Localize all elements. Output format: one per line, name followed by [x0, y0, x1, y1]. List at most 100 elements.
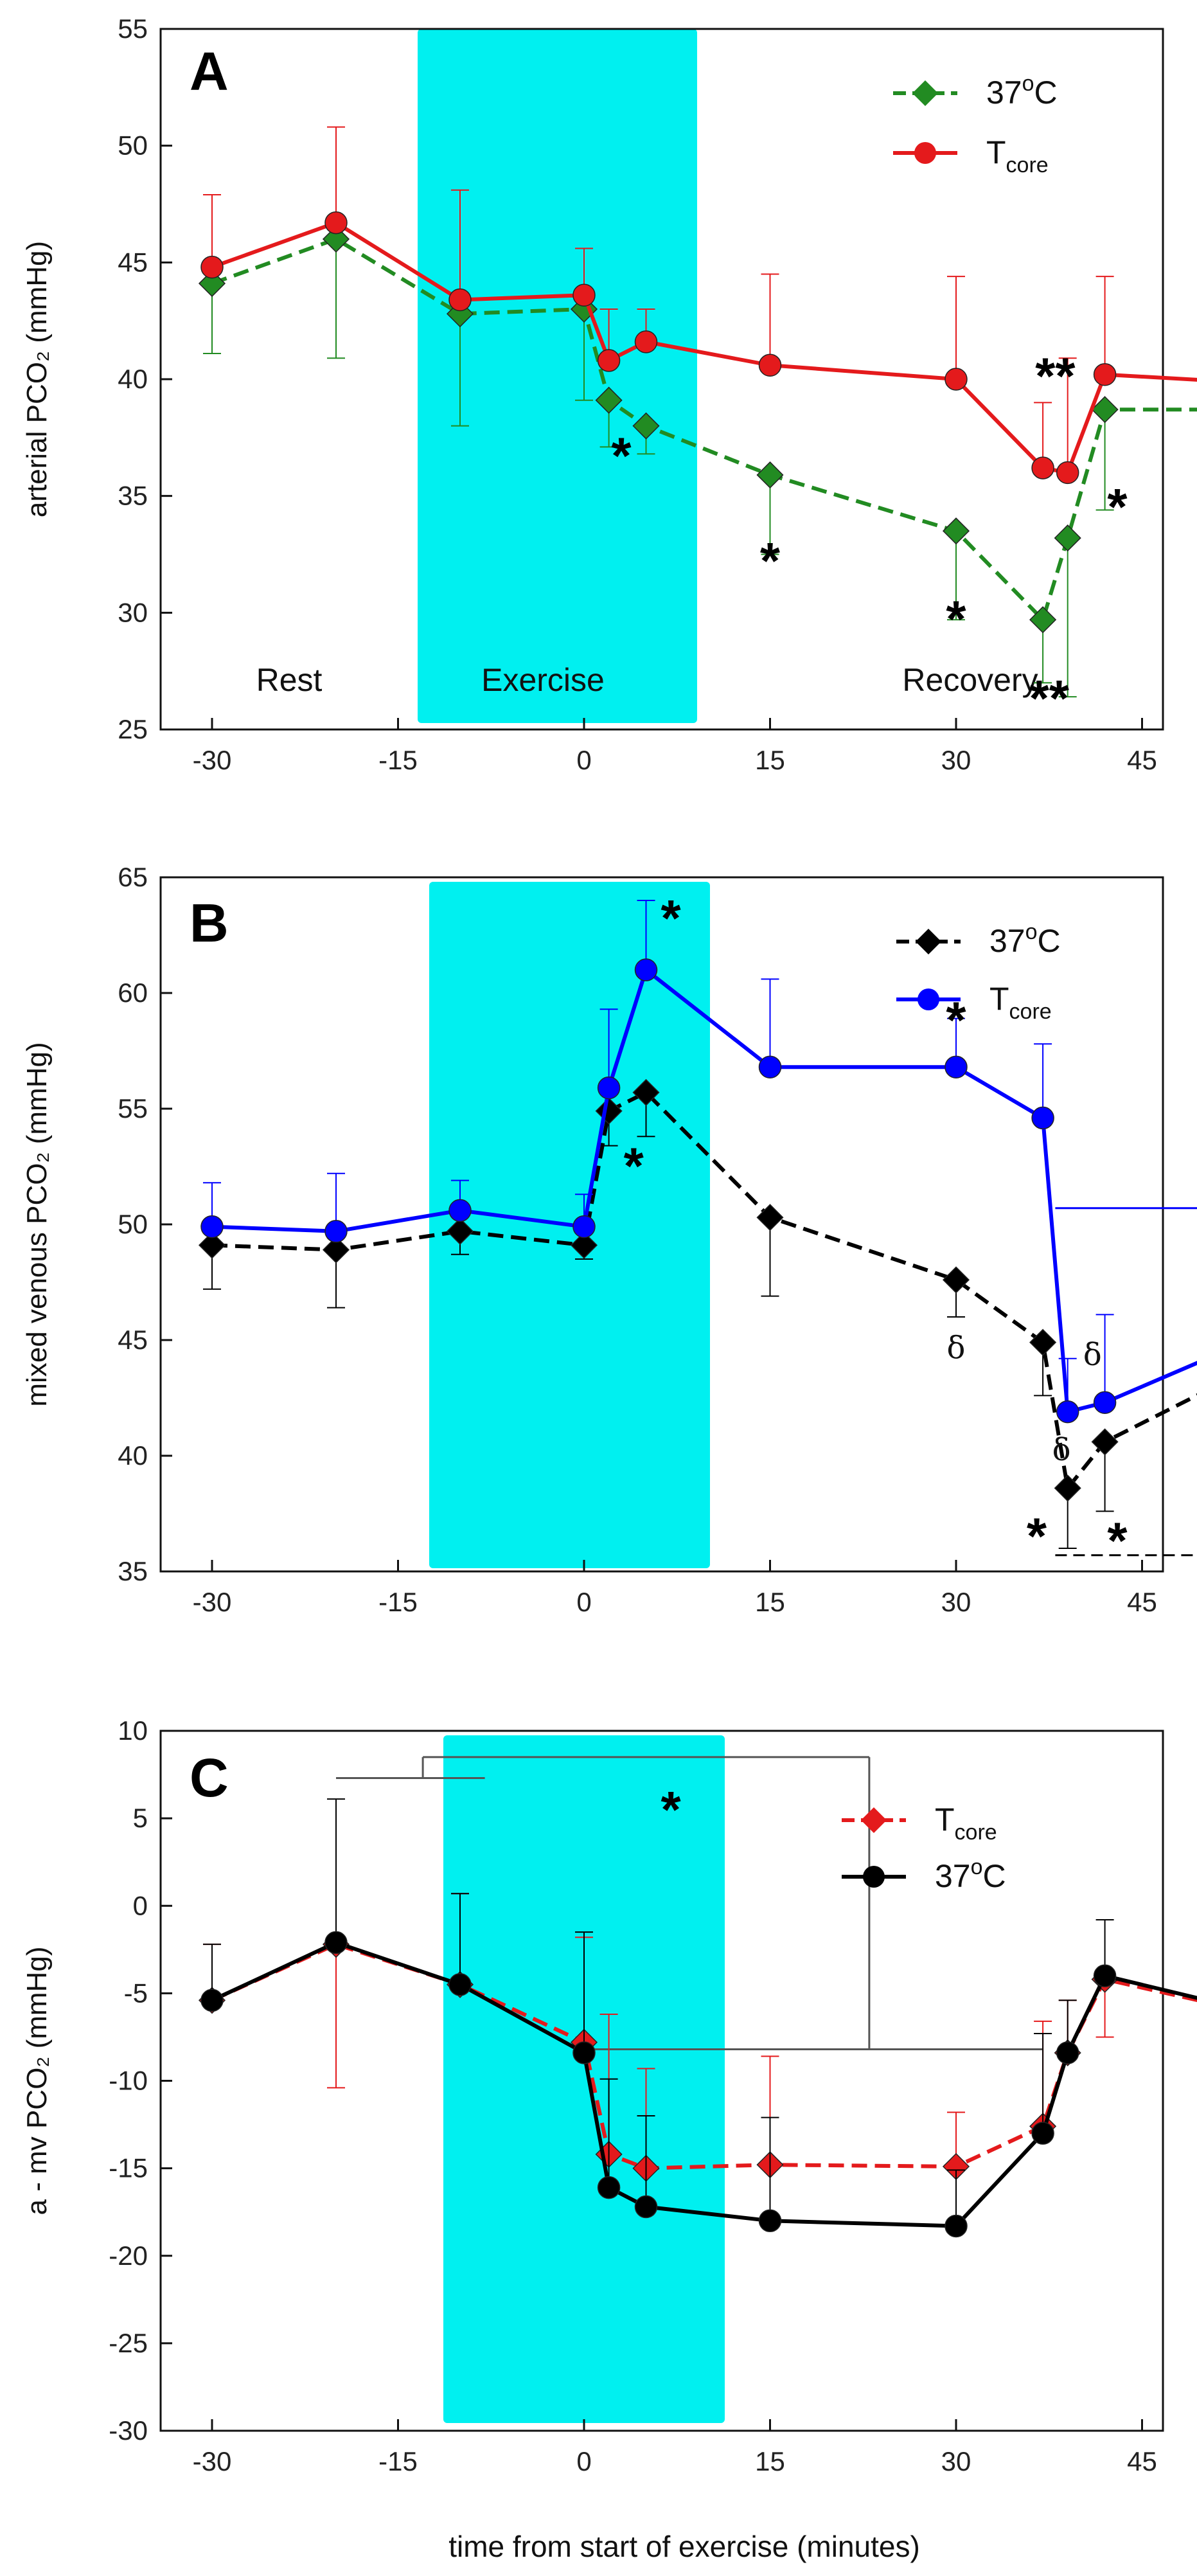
x-tick-label: 0 [576, 1587, 591, 1617]
data-point [597, 349, 621, 372]
exercise-band [418, 29, 697, 723]
legend-marker [914, 142, 936, 164]
x-tick-label: 45 [1127, 2446, 1157, 2476]
legend-label: Tcore [986, 134, 1049, 177]
data-point [324, 1931, 348, 1954]
y-tick-label: 55 [118, 13, 148, 44]
y-tick-label: -25 [109, 2328, 148, 2358]
significance-star: * [1027, 1507, 1047, 1564]
panel-label: A [190, 41, 229, 102]
series-line [211, 237, 1197, 623]
significance-bracket [336, 1756, 1043, 2050]
significance-star: * [661, 1781, 682, 1838]
x-tick-label: -15 [378, 745, 418, 775]
y-tick-label: 10 [118, 1715, 148, 1746]
data-point [322, 1236, 350, 1264]
x-tick-label: 0 [576, 745, 591, 775]
data-point [1029, 606, 1057, 634]
x-tick-label: -30 [193, 1587, 232, 1617]
legend: 37oC Tcore [893, 71, 1058, 177]
y-tick-label: 45 [118, 1325, 148, 1355]
data-point [1093, 362, 1117, 386]
y-tick-label: -15 [109, 2153, 148, 2183]
data-point [1029, 1328, 1057, 1356]
data-point [942, 517, 970, 545]
y-tick-label: 35 [118, 481, 148, 511]
data-point [572, 1215, 596, 1239]
annotation-symbol: δ [1083, 1337, 1102, 1373]
data-point [324, 211, 348, 235]
legend-marker [861, 1807, 887, 1833]
data-point [632, 412, 660, 440]
legend-label: 37oC [935, 1855, 1006, 1894]
data-point [198, 1231, 226, 1259]
data-point [1093, 1391, 1117, 1414]
data-point [1031, 2122, 1054, 2145]
annotation-symbol: δ [947, 1330, 966, 1366]
data-point [322, 225, 350, 253]
data-point [942, 1266, 970, 1294]
annotation-symbol: δ [1052, 1432, 1071, 1468]
series-tcore [200, 126, 1197, 485]
data-point [944, 1055, 968, 1078]
y-tick-label: -5 [124, 1978, 148, 2008]
data-point [570, 1231, 598, 1259]
panel-label: B [190, 893, 229, 953]
legend-label: 37oC [989, 920, 1061, 959]
data-point [198, 269, 226, 298]
panel-c: -30-25-20-15-10-50510-30-150153045607590… [21, 1715, 1197, 2476]
data-point [1056, 2041, 1079, 2064]
legend-label: 37oC [986, 71, 1058, 111]
significance-star: * [624, 1137, 644, 1194]
data-point [200, 1215, 224, 1239]
significance-star: ** [1035, 348, 1076, 405]
x-tick-label: 45 [1127, 1587, 1157, 1617]
y-tick-label: 50 [118, 1209, 148, 1239]
y-tick-label: 30 [118, 597, 148, 627]
series-line [211, 1940, 1197, 2228]
data-point [758, 1055, 782, 1078]
legend-marker [916, 929, 941, 954]
legend-marker [863, 1866, 885, 1888]
data-point [1093, 1964, 1117, 1987]
series-line [211, 220, 1197, 475]
y-tick-label: 25 [118, 714, 148, 744]
y-tick-label: 40 [118, 1440, 148, 1471]
data-point [200, 255, 224, 279]
series-tcore [200, 900, 1197, 1424]
data-point [1031, 456, 1054, 479]
exercise-band [443, 1735, 725, 2423]
y-tick-label: 0 [133, 1890, 148, 1920]
x-tick-label: -15 [378, 2446, 418, 2476]
legend-marker [912, 80, 938, 106]
x-tick-label: 30 [941, 745, 971, 775]
data-point [1091, 1428, 1119, 1456]
x-tick-label: 15 [755, 1587, 785, 1617]
data-point [758, 353, 782, 377]
significance-star: ** [1029, 670, 1070, 727]
data-point [448, 1973, 472, 1996]
data-point [448, 1199, 472, 1222]
y-tick-label: 60 [118, 978, 148, 1008]
data-point [1091, 396, 1119, 424]
x-tick-label: 15 [755, 745, 785, 775]
panel-a: 25303540455055-30-150153045607590arteria… [21, 13, 1197, 775]
series-37oc [200, 1798, 1197, 2238]
significance-star: * [611, 427, 632, 484]
y-tick-label: 45 [118, 247, 148, 277]
data-point [597, 2176, 621, 2199]
data-point [758, 2209, 782, 2233]
data-point [595, 386, 623, 414]
data-point [944, 368, 968, 391]
y-axis-label: arterial PCO₂ (mmHg) [21, 241, 53, 517]
x-tick-label: 15 [755, 2446, 785, 2476]
legend: 37oC Tcore [896, 920, 1061, 1024]
data-point [597, 1076, 621, 1100]
y-tick-label: 5 [133, 1803, 148, 1833]
series-line [211, 966, 1197, 1415]
panel-label: C [190, 1748, 229, 1808]
data-point [572, 283, 596, 307]
x-tick-label: 30 [941, 2446, 971, 2476]
